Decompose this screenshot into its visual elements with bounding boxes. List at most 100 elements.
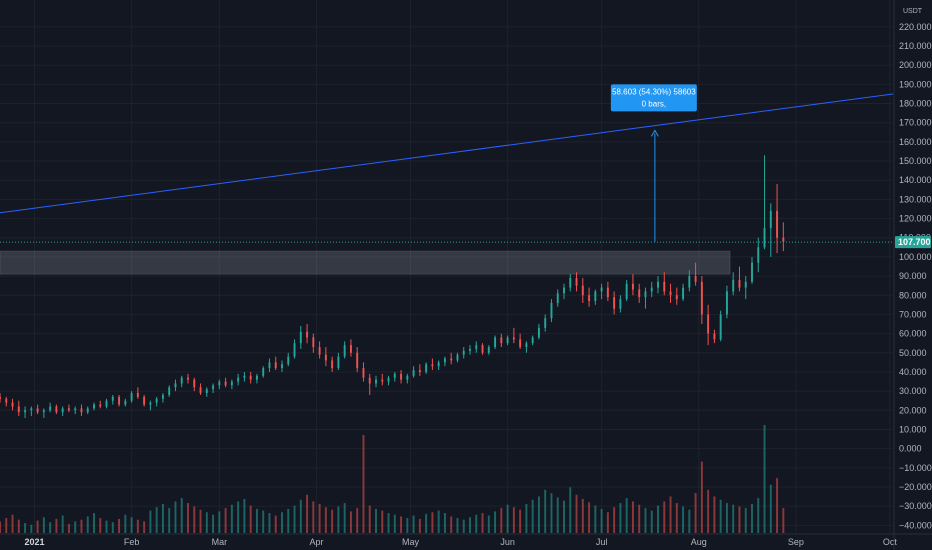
volume-bar: [431, 512, 434, 533]
candle-body: [494, 337, 497, 348]
volume-bar: [393, 514, 396, 533]
candle-body: [400, 373, 403, 380]
candle-body: [387, 377, 390, 382]
volume-bar: [237, 501, 240, 533]
candle-body: [86, 408, 89, 413]
candle-body: [274, 362, 277, 369]
candle-body: [299, 331, 302, 344]
y-tick-label: −20.000: [899, 482, 932, 492]
volume-bar: [124, 514, 127, 533]
volume-bar: [713, 496, 716, 533]
volume-bar: [331, 509, 334, 533]
candle-body: [199, 387, 202, 394]
candle-body: [5, 398, 8, 403]
candle-body: [80, 408, 83, 413]
volume-bar: [443, 513, 446, 533]
candle-body: [99, 404, 102, 407]
volume-bar: [575, 494, 578, 533]
volume-bar: [293, 505, 296, 533]
candle-body: [738, 279, 741, 288]
volume-bar: [0, 521, 1, 533]
candle-body: [293, 343, 296, 357]
trendline[interactable]: [0, 93, 894, 214]
volume-bar: [287, 508, 290, 533]
volume-bar: [406, 518, 409, 533]
zone-rect[interactable]: [0, 250, 731, 275]
volume-bar: [412, 515, 415, 533]
volume-bar: [356, 508, 359, 533]
volume-bar: [30, 524, 33, 533]
candle-body: [519, 339, 522, 348]
candle-body: [694, 276, 697, 282]
candle-body: [456, 354, 459, 361]
candle-body: [136, 393, 139, 397]
candle-body: [0, 396, 1, 399]
volume-bar: [769, 484, 772, 533]
volume-bar: [255, 508, 258, 533]
y-tick-label: 80.000: [899, 290, 927, 300]
volume-bar: [506, 504, 509, 533]
volume-bar: [700, 461, 703, 533]
candle-body: [224, 381, 227, 386]
candle-body: [531, 337, 534, 344]
candle-body: [212, 385, 215, 390]
candle-body: [306, 331, 309, 338]
candle-body: [575, 278, 578, 286]
candle-body: [757, 247, 760, 263]
volume-bar: [487, 515, 490, 533]
volume-bar: [86, 516, 89, 533]
x-tick-label: Oct: [883, 537, 898, 547]
candle-body: [675, 295, 678, 300]
candle-body: [650, 287, 653, 292]
volume-bar: [136, 519, 139, 533]
volume-bar: [763, 425, 766, 533]
candle-body: [437, 362, 440, 367]
candle-body: [49, 406, 52, 411]
volume-bar: [738, 506, 741, 533]
y-tick-label: 20.000: [899, 405, 927, 415]
candle-body: [443, 358, 446, 363]
candle-body: [475, 345, 478, 349]
candle-body: [105, 400, 108, 407]
candle-body: [93, 404, 95, 409]
volume-bar: [462, 519, 465, 533]
candle-body: [187, 377, 189, 380]
drawings: 58.603 (54.30%) 58603 0 bars,: [0, 84, 894, 243]
y-tick-label: 140.000: [899, 175, 932, 185]
candle-body: [61, 408, 64, 413]
volume-bar: [111, 522, 114, 533]
volume-bar: [494, 511, 497, 533]
volume-bar: [212, 514, 215, 533]
measure-arrowhead: [650, 129, 659, 137]
quote-unit-label: USDT: [903, 8, 923, 15]
candle-body: [337, 356, 340, 369]
candle-body: [262, 368, 265, 376]
candle-body: [375, 379, 377, 384]
candle-body: [180, 377, 183, 384]
volume-bar: [249, 505, 252, 533]
candle-body: [368, 377, 371, 384]
candle-body: [644, 291, 647, 298]
y-tick-label: 210.000: [899, 41, 932, 51]
volume-bar: [105, 520, 108, 533]
volume-bar: [657, 505, 659, 533]
candle-body: [707, 314, 710, 334]
y-tick-label: 40.000: [899, 367, 927, 377]
volume-bar: [193, 506, 196, 533]
volume-bar: [155, 507, 158, 533]
measure-label-box[interactable]: [610, 84, 697, 112]
candle-body: [606, 287, 609, 298]
candle-body: [594, 291, 597, 302]
volume-bar: [381, 510, 384, 533]
volume-bar: [707, 489, 710, 533]
candle-body: [725, 291, 728, 315]
volume-bar: [744, 508, 747, 533]
candle-body: [732, 279, 735, 292]
volume-bar: [24, 523, 27, 533]
candle-body: [556, 293, 559, 303]
y-tick-label: 200.000: [899, 60, 932, 70]
volume-bar: [537, 496, 540, 533]
y-tick-label: 60.000: [899, 329, 927, 339]
y-tick-label: 0.000: [899, 444, 922, 454]
